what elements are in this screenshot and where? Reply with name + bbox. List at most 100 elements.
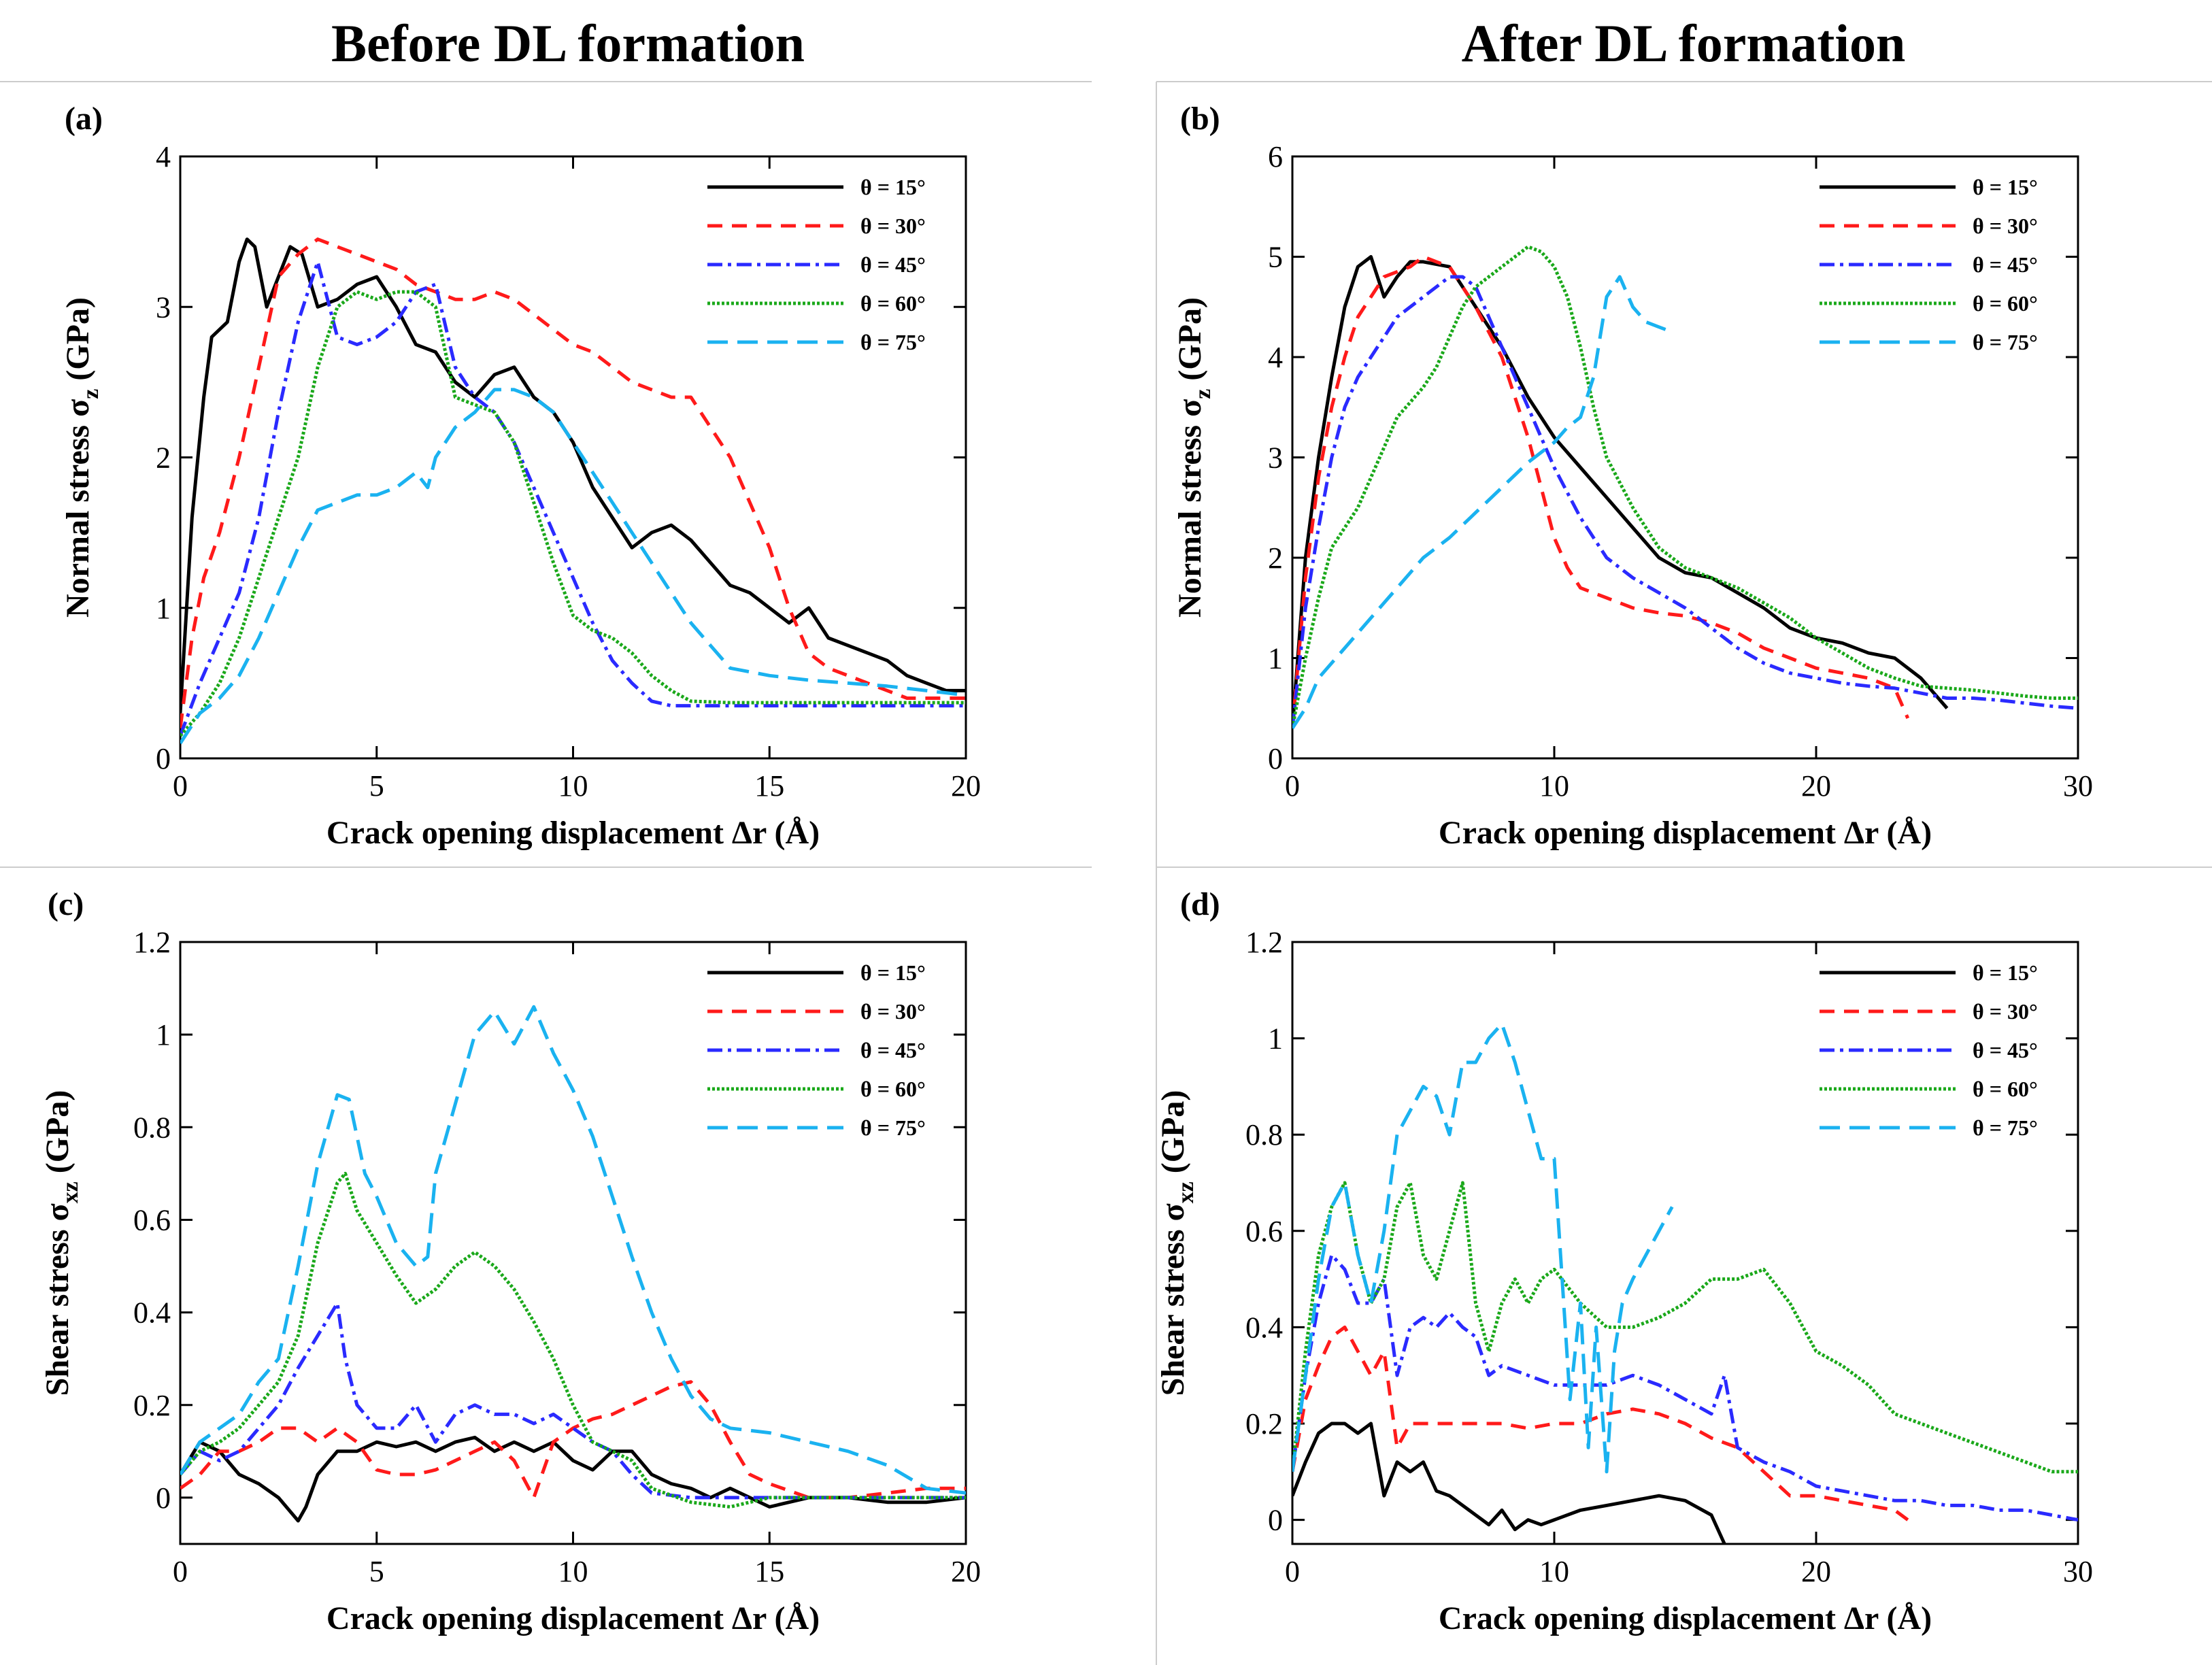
x-tick-label: 0	[173, 769, 188, 803]
y-axis-title-main: Normal stress σ	[1172, 399, 1208, 618]
legend-label: θ = 75°	[860, 1115, 926, 1140]
chart-panel: (d) 0 10 20 30 0 0.2 0.4 0.6 0.8 1 1.2 Crack opening…	[1155, 886, 2093, 1636]
x-tick-label: 0	[1285, 769, 1300, 803]
x-axis-title: Crack opening displacement Δr (Å)	[1439, 815, 1932, 851]
y-tick-label: 1.2	[1245, 926, 1283, 959]
series-line	[1292, 1422, 1726, 1544]
x-tick-label: 5	[369, 1555, 384, 1588]
legend-label: θ = 15°	[1973, 175, 2038, 199]
y-tick-label: 0.8	[1245, 1118, 1283, 1151]
plot-frame	[1291, 941, 2079, 1545]
panel-label: (b)	[1180, 101, 1220, 137]
series-line	[180, 1301, 966, 1500]
x-tick-label: 15	[754, 769, 784, 803]
y-axis-title: Normal stress σz (GPa)	[60, 297, 103, 618]
series-line	[1292, 275, 2078, 729]
y-tick-label: 3	[156, 290, 171, 324]
y-axis-title-subscript: z	[1190, 389, 1216, 399]
legend-label: θ = 15°	[1973, 960, 2038, 985]
y-tick-label: 1	[156, 592, 171, 625]
y-axis-title-main: Shear stress σ	[39, 1203, 76, 1396]
x-tick-label: 5	[369, 769, 384, 803]
x-axis-title: Crack opening displacement Δr (Å)	[326, 1600, 820, 1636]
y-axis-title-main: Shear stress σ	[1155, 1203, 1191, 1396]
column-title-right: After DL formation	[1462, 14, 1906, 73]
column-title-left: Before DL formation	[331, 14, 805, 73]
x-axis-title: Crack opening displacement Δr (Å)	[326, 815, 820, 851]
y-tick-label: 0.2	[1245, 1407, 1283, 1441]
y-axis-title-unit: (GPa)	[1172, 297, 1208, 389]
y-tick-label: 1.2	[133, 926, 171, 959]
y-tick-label: 6	[1268, 140, 1283, 173]
series-line	[1292, 275, 1673, 730]
x-tick-label: 20	[1801, 1555, 1831, 1588]
series-line	[180, 388, 966, 745]
y-tick-label: 2	[1268, 541, 1283, 575]
series-line	[1292, 1325, 1909, 1521]
y-axis-title: Shear stress σxz (GPa)	[39, 1090, 83, 1396]
y-tick-label: 0.4	[133, 1296, 171, 1330]
legend-label: θ = 45°	[860, 1038, 926, 1062]
legend-label: θ = 75°	[1973, 330, 2038, 354]
y-tick-label: 1	[1268, 642, 1283, 675]
legend-label: θ = 15°	[860, 175, 926, 199]
legend-label: θ = 45°	[860, 252, 926, 277]
series-line	[1292, 1181, 2078, 1474]
x-tick-label: 20	[1801, 769, 1831, 803]
x-tick-label: 20	[951, 1555, 981, 1588]
legend-label: θ = 60°	[860, 1077, 926, 1101]
series-line	[1292, 255, 1949, 728]
y-tick-label: 1	[156, 1018, 171, 1052]
y-tick-label: 0	[1268, 1504, 1283, 1537]
y-axis-title-subscript: z	[78, 389, 103, 399]
y-axis-title-unit: (GPa)	[39, 1090, 76, 1182]
y-tick-label: 4	[1268, 341, 1283, 374]
legend-label: θ = 45°	[1973, 252, 2038, 277]
x-tick-label: 30	[2063, 769, 2093, 803]
series-line	[1292, 245, 2078, 729]
series-line	[180, 1380, 966, 1500]
x-tick-label: 30	[2063, 1555, 2093, 1588]
x-tick-label: 10	[558, 1555, 588, 1588]
series-line	[180, 290, 966, 737]
legend-label: θ = 75°	[1973, 1115, 2038, 1140]
legend-label: θ = 30°	[860, 999, 926, 1024]
y-axis-title-main: Normal stress σ	[60, 399, 96, 618]
x-tick-label: 0	[1285, 1555, 1300, 1588]
y-axis-title: Normal stress σz (GPa)	[1172, 297, 1216, 618]
chart-panel: (a) 0 5 10 15 20 0 1 2 3 4 Crack opening displaceme…	[60, 101, 981, 851]
y-axis-title: Shear stress σxz (GPa)	[1155, 1090, 1199, 1396]
legend-label: θ = 75°	[860, 330, 926, 354]
y-tick-label: 0.6	[1245, 1215, 1283, 1248]
legend-label: θ = 30°	[1973, 999, 2038, 1024]
legend-label: θ = 30°	[1973, 214, 2038, 238]
series-line	[180, 237, 966, 729]
y-tick-label: 0.4	[1245, 1311, 1283, 1344]
y-axis-title-subscript: xz	[1173, 1181, 1199, 1203]
chart-panel: (b) 0 10 20 30 0 1 2 3 4 5 6 Crack opening displacem…	[1172, 101, 2093, 851]
y-tick-label: 1	[1268, 1022, 1283, 1056]
x-tick-label: 10	[1539, 1555, 1569, 1588]
x-tick-label: 0	[173, 1555, 188, 1588]
y-tick-label: 0.2	[133, 1389, 171, 1422]
series-line	[1292, 255, 1910, 729]
legend-label: θ = 30°	[860, 214, 926, 238]
legend-label: θ = 15°	[860, 960, 926, 985]
y-tick-label: 5	[1268, 241, 1283, 274]
y-axis-title-subscript: xz	[58, 1181, 83, 1203]
chart-panel: (c) 0 5 10 15 20 0 0.2 0.4 0.6 0.8 1 1.2 Crack openin…	[39, 886, 981, 1636]
x-tick-label: 10	[558, 769, 588, 803]
x-tick-label: 20	[951, 769, 981, 803]
y-tick-label: 3	[1268, 441, 1283, 475]
y-tick-label: 2	[156, 441, 171, 475]
x-tick-label: 10	[1539, 769, 1569, 803]
series-line	[180, 1005, 966, 1495]
legend-label: θ = 45°	[1973, 1038, 2038, 1062]
y-tick-label: 0	[156, 742, 171, 775]
y-tick-label: 0.6	[133, 1203, 171, 1237]
x-axis-title: Crack opening displacement Δr (Å)	[1439, 1600, 1932, 1636]
x-tick-label: 15	[754, 1555, 784, 1588]
y-tick-label: 0.8	[133, 1111, 171, 1144]
